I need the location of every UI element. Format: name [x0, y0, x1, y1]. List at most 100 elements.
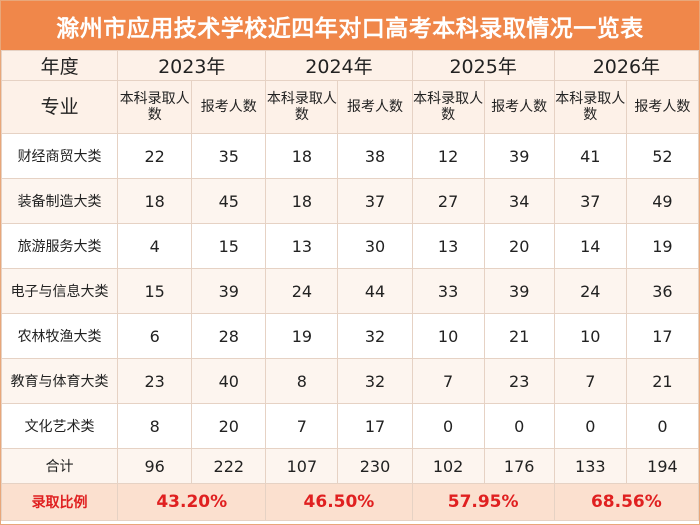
applicants-header-2023: 报考人数 — [191, 80, 267, 134]
table-row: 文化艺术类 8 20 7 17 0 0 0 0 — [0, 403, 700, 449]
major-cell: 旅游服务大类 — [0, 223, 119, 269]
value-cell: 10 — [411, 313, 485, 359]
value-cell: 15 — [191, 223, 267, 269]
value-cell: 14 — [553, 223, 627, 269]
value-cell: 27 — [411, 178, 485, 224]
value-cell: 0 — [483, 403, 555, 449]
sub-header-row: 专业 本科录取人数 报考人数 本科录取人数 报考人数 本科录取人数 报考人数 本… — [0, 80, 700, 134]
ratio-cell: 43.20% — [117, 483, 267, 521]
value-cell: 36 — [625, 268, 700, 314]
year-2025: 2025年 — [411, 50, 555, 81]
year-2026: 2026年 — [553, 50, 700, 81]
value-cell: 8 — [117, 403, 193, 449]
ratio-cell: 46.50% — [265, 483, 413, 521]
value-cell: 39 — [483, 133, 555, 179]
value-cell: 49 — [625, 178, 700, 224]
value-cell: 30 — [337, 223, 413, 269]
value-cell: 20 — [483, 223, 555, 269]
major-cell: 电子与信息大类 — [0, 268, 119, 314]
year-header-row: 年度 2023年 2024年 2025年 2026年 — [0, 50, 700, 81]
value-cell: 39 — [483, 268, 555, 314]
value-cell: 0 — [553, 403, 627, 449]
applicants-header-2026: 报考人数 — [625, 80, 700, 134]
value-cell: 12 — [411, 133, 485, 179]
table-row: 教育与体育大类 23 40 8 32 7 23 7 21 — [0, 358, 700, 404]
total-cell: 133 — [553, 448, 627, 484]
major-cell: 合计 — [0, 448, 119, 484]
year-header-label: 年度 — [0, 50, 119, 81]
value-cell: 22 — [117, 133, 193, 179]
value-cell: 8 — [265, 358, 339, 404]
admission-table: 年度 2023年 2024年 2025年 2026年 专业 本科录取人数 报考人… — [0, 50, 700, 521]
value-cell: 39 — [191, 268, 267, 314]
total-cell: 107 — [265, 448, 339, 484]
value-cell: 7 — [553, 358, 627, 404]
admitted-header-2024: 本科录取人数 — [265, 80, 339, 134]
ratio-row: 录取比例 43.20% 46.50% 57.95% 68.56% — [0, 483, 700, 521]
ratio-cell: 57.95% — [411, 483, 555, 521]
value-cell: 37 — [337, 178, 413, 224]
value-cell: 4 — [117, 223, 193, 269]
value-cell: 19 — [625, 223, 700, 269]
total-row: 合计 96 222 107 230 102 176 133 194 — [0, 448, 700, 484]
total-cell: 194 — [625, 448, 700, 484]
major-cell: 财经商贸大类 — [0, 133, 119, 179]
value-cell: 18 — [265, 178, 339, 224]
value-cell: 37 — [553, 178, 627, 224]
value-cell: 18 — [265, 133, 339, 179]
value-cell: 19 — [265, 313, 339, 359]
admitted-header-2025: 本科录取人数 — [411, 80, 485, 134]
value-cell: 33 — [411, 268, 485, 314]
table-row: 财经商贸大类 22 35 18 38 12 39 41 52 — [0, 133, 700, 179]
major-cell: 教育与体育大类 — [0, 358, 119, 404]
value-cell: 40 — [191, 358, 267, 404]
admitted-header-2026: 本科录取人数 — [553, 80, 627, 134]
value-cell: 7 — [265, 403, 339, 449]
total-cell: 230 — [337, 448, 413, 484]
value-cell: 0 — [411, 403, 485, 449]
value-cell: 17 — [337, 403, 413, 449]
value-cell: 35 — [191, 133, 267, 179]
value-cell: 17 — [625, 313, 700, 359]
value-cell: 20 — [191, 403, 267, 449]
value-cell: 7 — [411, 358, 485, 404]
table-row: 农林牧渔大类 6 28 19 32 10 21 10 17 — [0, 313, 700, 359]
value-cell: 18 — [117, 178, 193, 224]
value-cell: 45 — [191, 178, 267, 224]
major-cell: 农林牧渔大类 — [0, 313, 119, 359]
value-cell: 0 — [625, 403, 700, 449]
value-cell: 34 — [483, 178, 555, 224]
major-cell: 录取比例 — [0, 483, 119, 521]
value-cell: 41 — [553, 133, 627, 179]
value-cell: 52 — [625, 133, 700, 179]
value-cell: 28 — [191, 313, 267, 359]
table-row: 旅游服务大类 4 15 13 30 13 20 14 19 — [0, 223, 700, 269]
table-row: 装备制造大类 18 45 18 37 27 34 37 49 — [0, 178, 700, 224]
value-cell: 23 — [483, 358, 555, 404]
table-row: 电子与信息大类 15 39 24 44 33 39 24 36 — [0, 268, 700, 314]
value-cell: 38 — [337, 133, 413, 179]
applicants-header-2024: 报考人数 — [337, 80, 413, 134]
total-cell: 102 — [411, 448, 485, 484]
value-cell: 13 — [265, 223, 339, 269]
total-cell: 222 — [191, 448, 267, 484]
major-cell: 装备制造大类 — [0, 178, 119, 224]
table-title: 滁州市应用技术学校近四年对口高考本科录取情况一览表 — [1, 1, 699, 50]
value-cell: 21 — [483, 313, 555, 359]
value-cell: 24 — [265, 268, 339, 314]
year-2024: 2024年 — [265, 50, 413, 81]
ratio-cell: 68.56% — [553, 483, 700, 521]
applicants-header-2025: 报考人数 — [483, 80, 555, 134]
value-cell: 32 — [337, 313, 413, 359]
value-cell: 13 — [411, 223, 485, 269]
value-cell: 24 — [553, 268, 627, 314]
value-cell: 44 — [337, 268, 413, 314]
value-cell: 23 — [117, 358, 193, 404]
admitted-header-2023: 本科录取人数 — [117, 80, 193, 134]
value-cell: 10 — [553, 313, 627, 359]
total-cell: 176 — [483, 448, 555, 484]
major-cell: 文化艺术类 — [0, 403, 119, 449]
year-2023: 2023年 — [117, 50, 267, 81]
major-header-label: 专业 — [0, 80, 119, 134]
